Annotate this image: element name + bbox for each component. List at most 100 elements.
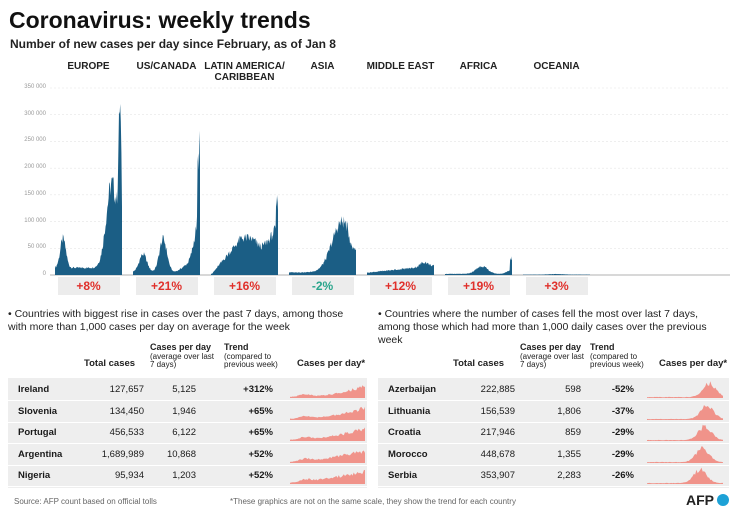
y-tick-label: 350 000: [24, 84, 46, 90]
perday-cell: 5,125: [172, 384, 196, 395]
sparkline-area: [647, 424, 723, 442]
region-trend: +3%: [525, 277, 588, 295]
rise-col-perday-sub: (average over last 7 days): [150, 351, 215, 369]
country-cell: Azerbaijan: [388, 384, 437, 395]
y-tick-label: 200 000: [24, 164, 46, 171]
sparkline-area: [290, 427, 365, 442]
sparkline: [290, 385, 365, 398]
perday-cell: 1,355: [557, 448, 581, 460]
perday-cell: 10,868: [166, 448, 196, 460]
perday-cell: 1,806: [557, 405, 581, 417]
perday-cell: 6,122: [172, 427, 196, 439]
fall-col-trend-sub: (compared to previous week): [590, 351, 644, 369]
fall-col-trend: Trend (compared to previous week): [590, 343, 658, 370]
table-row: Argentina 1,689,989 10,868 +52%: [8, 444, 367, 466]
region-trend: +8%: [57, 277, 120, 295]
total-cell: 95,934: [114, 470, 144, 482]
total-cell: 448,678: [480, 448, 515, 460]
region-label: US/CANADA: [136, 61, 197, 72]
total-cell: 217,946: [480, 427, 515, 439]
page-title: Coronavirus: weekly trends: [9, 7, 311, 33]
sparkline: [647, 424, 723, 442]
y-tick-label: 250 000: [24, 137, 46, 144]
table-row: Nigeria 95,934 1,203 +52%: [8, 465, 367, 488]
table-row: Morocco 448,678 1,355 -29%: [378, 444, 729, 466]
country-cell: Serbia: [388, 470, 418, 482]
region-area-2: [211, 194, 278, 275]
rise-col-spark: Cases per day*: [297, 358, 366, 369]
perday-cell: 1,946: [172, 405, 196, 417]
country-cell: Portugal: [18, 427, 57, 439]
table-row: Portugal 456,533 6,122 +65%: [8, 422, 367, 445]
country-cell: Lithuania: [388, 405, 431, 417]
region-area-5: [445, 256, 512, 275]
fall-heading: • Countries where the number of cases fe…: [378, 308, 707, 346]
afp-logo: AFP: [686, 492, 714, 508]
region-label: OCEANIA: [533, 61, 580, 72]
sparkline-area: [290, 406, 365, 420]
country-cell: Morocco: [388, 448, 428, 460]
fall-table: [378, 378, 729, 488]
rise-col-trend-sub: (compared to previous week): [224, 351, 278, 369]
y-tick-label: 100 000: [24, 217, 46, 224]
sparkline-area: [647, 446, 723, 463]
total-cell: 456,533: [109, 427, 144, 439]
fall-col-perday-label: Cases per day: [520, 342, 582, 352]
region-area-3: [289, 216, 356, 275]
region-trend: +19%: [447, 277, 510, 295]
sparkline-area: [647, 404, 723, 420]
trend-cell: -52%: [611, 384, 634, 395]
rise-col-perday-label: Cases per day: [150, 342, 212, 352]
sparkline-area: [647, 381, 723, 398]
country-cell: Croatia: [388, 427, 421, 439]
sparkline: [647, 446, 723, 463]
y-tick-label: 300 000: [24, 110, 46, 117]
region-trend: +21%: [135, 277, 198, 295]
trend-cell: -37%: [611, 405, 634, 417]
region-area-0: [55, 104, 122, 275]
sparkline: [647, 467, 723, 485]
total-cell: 353,907: [480, 470, 515, 482]
sparkline: [290, 450, 365, 463]
fall-col-trend-label: Trend: [590, 342, 615, 352]
sparkline: [290, 406, 365, 420]
trend-cell: +65%: [248, 405, 273, 417]
scale-note: *These graphics are not on the same scal…: [230, 497, 516, 506]
y-tick-label: 150 000: [24, 190, 46, 197]
source-note: Source: AFP count based on official toll…: [14, 497, 157, 506]
perday-cell: 859: [565, 427, 581, 439]
trend-cell: +52%: [248, 448, 273, 460]
total-cell: 156,539: [480, 405, 515, 417]
region-label: MIDDLE EAST: [366, 61, 435, 72]
region-label: LATIN AMERICA/ CARIBBEAN: [204, 61, 285, 83]
rise-col-trend-label: Trend: [224, 342, 249, 352]
sparkline-area: [290, 385, 365, 398]
perday-cell: 1,203: [172, 470, 196, 482]
country-cell: Argentina: [18, 448, 63, 460]
sparkline: [290, 470, 365, 485]
perday-cell: 598: [565, 384, 581, 395]
fall-col-perday-sub: (average over last 7 days): [520, 351, 585, 369]
region-label: ASIA: [310, 61, 335, 72]
y-tick-label: 0: [42, 271, 46, 277]
fall-col-total: Total cases: [453, 358, 505, 369]
sparkline-area: [647, 467, 723, 485]
trend-cell: -29%: [611, 427, 634, 439]
trend-cell: +312%: [243, 384, 273, 395]
country-cell: Ireland: [18, 384, 50, 395]
fall-col-perday: Cases per day (average over last 7 days): [520, 343, 586, 370]
trend-cell: +52%: [248, 470, 273, 482]
y-tick-label: 50 000: [27, 244, 46, 251]
regional-area-charts: [50, 87, 730, 276]
trend-cell: -29%: [611, 448, 634, 460]
region-trend: +12%: [369, 277, 432, 295]
rise-heading: • Countries with biggest rise in cases o…: [8, 308, 344, 333]
sparkline: [647, 381, 723, 398]
total-cell: 222,885: [480, 384, 515, 395]
fall-col-spark: Cases per day*: [659, 358, 728, 369]
rise-col-total: Total cases: [84, 358, 136, 369]
sparkline: [647, 404, 723, 420]
table-row: Croatia 217,946 859 -29%: [378, 422, 729, 445]
table-row: Azerbaijan 222,885 598 -52%: [378, 379, 729, 401]
region-label: AFRICA: [459, 61, 498, 72]
